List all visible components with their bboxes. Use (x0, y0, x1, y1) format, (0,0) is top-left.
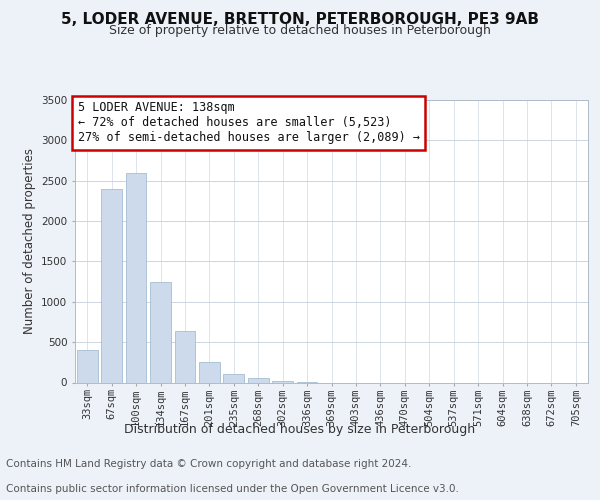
Bar (150, 282, 171, 382)
Bar (248, 378, 269, 382)
Bar (175, 331, 196, 382)
Text: Contains public sector information licensed under the Open Government Licence v3: Contains public sector information licen… (6, 484, 459, 494)
Bar (77, 350, 98, 382)
Bar (223, 374, 244, 382)
Bar (272, 381, 293, 382)
Bar (125, 172, 146, 382)
Bar (199, 362, 220, 382)
Text: Size of property relative to detached houses in Peterborough: Size of property relative to detached ho… (109, 24, 491, 37)
Text: 5 LODER AVENUE: 138sqm
← 72% of detached houses are smaller (5,523)
27% of semi-: 5 LODER AVENUE: 138sqm ← 72% of detached… (77, 102, 419, 144)
Y-axis label: Number of detached properties: Number of detached properties (23, 148, 35, 334)
Text: Contains HM Land Registry data © Crown copyright and database right 2024.: Contains HM Land Registry data © Crown c… (6, 459, 412, 469)
Text: Distribution of detached houses by size in Peterborough: Distribution of detached houses by size … (124, 422, 476, 436)
Bar (101, 189, 122, 382)
Text: 5, LODER AVENUE, BRETTON, PETERBOROUGH, PE3 9AB: 5, LODER AVENUE, BRETTON, PETERBOROUGH, … (61, 12, 539, 28)
